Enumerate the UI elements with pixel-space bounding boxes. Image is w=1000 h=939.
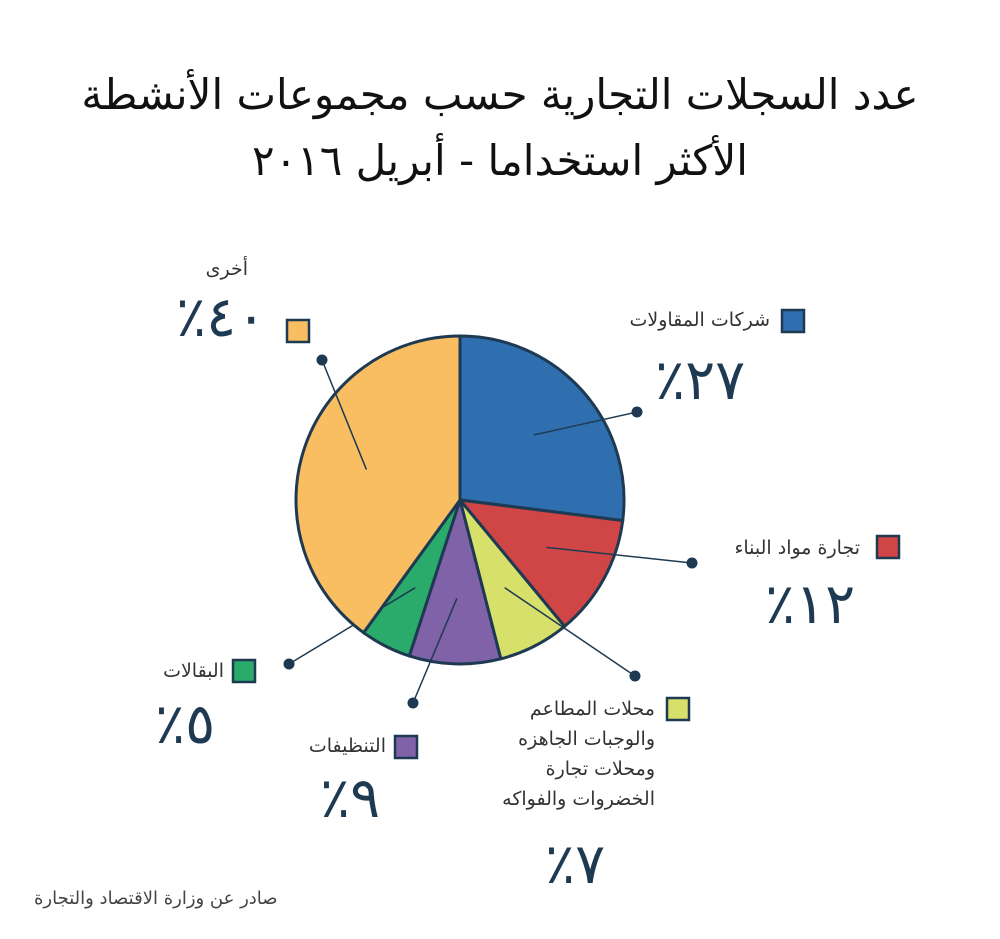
legend-swatch — [285, 318, 311, 344]
legend-swatch — [231, 658, 257, 684]
leader-dot — [686, 557, 698, 569]
slice-label: البقالات — [163, 660, 224, 682]
pie-slice — [458, 334, 626, 523]
value-label: ٪٥ — [155, 692, 216, 757]
chart-title: عدد السجلات التجارية حسب مجموعات الأنشطة… — [81, 70, 919, 185]
legend-swatch — [780, 308, 806, 334]
value-label: ٪٩ — [320, 766, 381, 831]
leader-line — [288, 587, 416, 665]
leader-dot — [631, 406, 643, 418]
legend-swatch — [875, 534, 901, 560]
leader-dot — [283, 658, 295, 670]
value-label: ٪٧ — [545, 832, 606, 897]
pie-slice — [407, 494, 503, 666]
value-label: ٪٢٧ — [655, 348, 746, 413]
slice-label: أخرى — [205, 258, 248, 280]
legend-swatch — [393, 734, 419, 760]
leader-line — [321, 359, 368, 470]
leader-line — [504, 587, 636, 677]
slice-label: شركات المقاولات — [629, 309, 770, 331]
leader-line — [546, 546, 693, 564]
leader-dot — [407, 697, 419, 709]
source-note: صادر عن وزارة الاقتصاد والتجارة — [34, 888, 278, 909]
slice-label: محلات المطاعم والوجبات الجاهزه ومحلات تج… — [502, 698, 655, 810]
pie-slice — [456, 498, 625, 629]
leader-dot — [629, 670, 641, 682]
legend-swatch — [665, 696, 691, 722]
leader-line — [412, 598, 458, 704]
slice-label: التنظيفات — [308, 735, 386, 757]
value-label: ٪١٢ — [765, 572, 856, 637]
leader-line — [533, 411, 638, 436]
slice-label: تجارة مواد البناء — [734, 537, 860, 559]
leader-dot — [316, 354, 328, 366]
pie-slice — [294, 334, 462, 635]
value-label: ٪٤٠ — [176, 285, 267, 350]
